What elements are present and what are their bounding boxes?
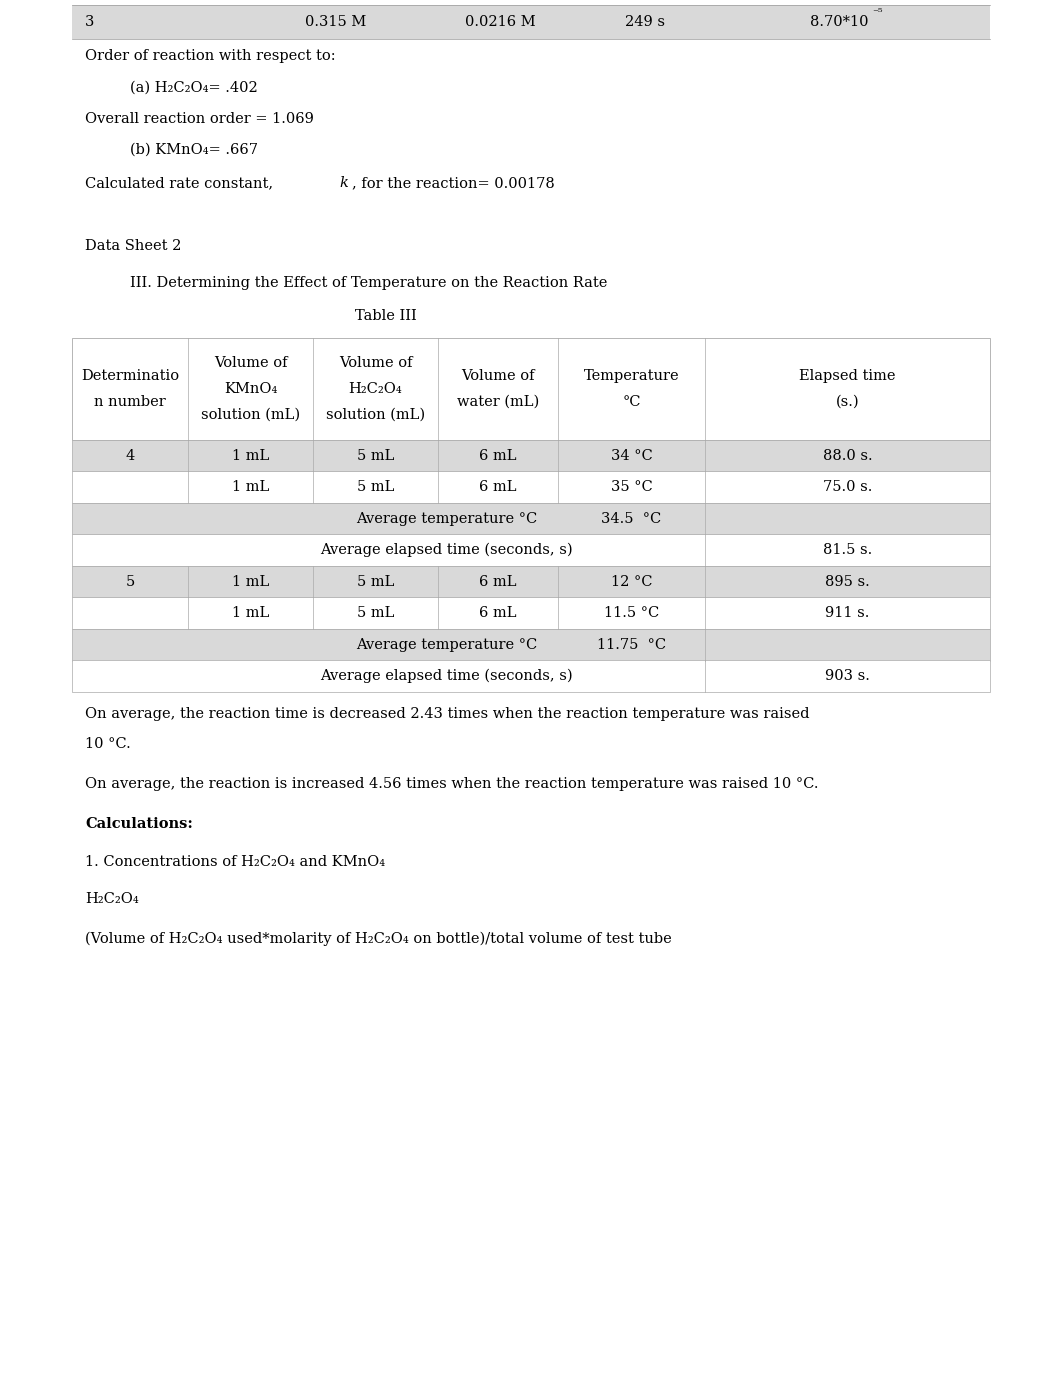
Text: 1 mL: 1 mL [232,480,269,494]
Text: 11.75  °C: 11.75 °C [597,637,666,652]
Text: 8.70*10: 8.70*10 [810,15,869,29]
Bar [72,629,990,660]
Text: Average temperature °C: Average temperature °C [356,512,537,526]
Text: H₂C₂O₄: H₂C₂O₄ [85,892,139,905]
Text: 5 mL: 5 mL [357,480,394,494]
Text: 3: 3 [85,15,95,29]
Text: Calculations:: Calculations: [85,817,193,831]
Text: Temperature: Temperature [584,369,680,383]
Text: 75.0 s.: 75.0 s. [823,480,872,494]
Text: 903 s.: 903 s. [825,669,870,684]
Text: n number: n number [95,395,166,409]
Text: (Volume of H₂C₂O₄ used*molarity of H₂C₂O₄ on bottle)/total volume of test tube: (Volume of H₂C₂O₄ used*molarity of H₂C₂O… [85,932,672,947]
Text: (b) KMnO₄= .667: (b) KMnO₄= .667 [130,143,258,157]
Bar [72,472,990,504]
Bar [72,504,990,534]
Text: On average, the reaction is increased 4.56 times when the reaction temperature w: On average, the reaction is increased 4.… [85,777,819,791]
Text: water (mL): water (mL) [457,395,539,409]
Text: 34.5  °C: 34.5 °C [601,512,662,526]
Text: H₂C₂O₄: H₂C₂O₄ [348,383,402,396]
Bar [72,566,990,597]
Bar [72,338,990,440]
Text: Order of reaction with respect to:: Order of reaction with respect to: [85,50,336,63]
Text: 1. Concentrations of H₂C₂O₄ and KMnO₄: 1. Concentrations of H₂C₂O₄ and KMnO₄ [85,854,386,870]
Text: 81.5 s.: 81.5 s. [823,544,872,557]
Text: 1 mL: 1 mL [232,449,269,462]
Text: k: k [340,176,348,190]
Text: 35 °C: 35 °C [611,480,652,494]
Text: KMnO₄: KMnO₄ [224,383,277,396]
Text: 6 mL: 6 mL [479,575,517,589]
Text: solution (mL): solution (mL) [201,409,301,422]
Text: 6 mL: 6 mL [479,449,517,462]
Text: 5 mL: 5 mL [357,607,394,621]
Text: 6 mL: 6 mL [479,607,517,621]
Text: 5 mL: 5 mL [357,575,394,589]
Text: (a) H₂C₂O₄= .402: (a) H₂C₂O₄= .402 [130,81,258,95]
Text: (s.): (s.) [836,395,859,409]
Text: 10 °C.: 10 °C. [85,738,131,751]
Text: Overall reaction order = 1.069: Overall reaction order = 1.069 [85,111,314,127]
Text: III. Determining the Effect of Temperature on the Reaction Rate: III. Determining the Effect of Temperatu… [130,277,607,290]
Text: 4: 4 [125,449,135,462]
Text: 5: 5 [125,575,135,589]
Text: 911 s.: 911 s. [825,607,870,621]
Text: 895 s.: 895 s. [825,575,870,589]
Text: 6 mL: 6 mL [479,480,517,494]
Text: Table III: Table III [355,310,416,323]
Text: 88.0 s.: 88.0 s. [823,449,872,462]
Text: 249 s: 249 s [626,15,665,29]
Text: Volume of: Volume of [461,369,535,383]
Text: 0.0216 M: 0.0216 M [465,15,535,29]
Text: Elapsed time: Elapsed time [800,369,895,383]
Text: Calculated rate constant,: Calculated rate constant, [85,176,278,190]
Text: °C: °C [622,395,640,409]
Bar [72,440,990,472]
Text: , for the reaction= 0.00178: , for the reaction= 0.00178 [352,176,554,190]
Text: Average elapsed time (seconds, s): Average elapsed time (seconds, s) [320,544,572,557]
Text: solution (mL): solution (mL) [326,409,425,422]
Text: ⁻⁵: ⁻⁵ [872,8,883,18]
Bar [72,597,990,629]
Text: Volume of: Volume of [339,356,412,370]
Text: Average temperature °C: Average temperature °C [356,637,537,652]
Text: 1 mL: 1 mL [232,575,269,589]
Text: Volume of: Volume of [213,356,287,370]
Bar [72,660,990,692]
Text: 11.5 °C: 11.5 °C [604,607,660,621]
Bar [72,534,990,566]
Text: Data Sheet 2: Data Sheet 2 [85,239,182,253]
Text: Determinatio: Determinatio [81,369,179,383]
Text: 0.315 M: 0.315 M [305,15,366,29]
Text: 1 mL: 1 mL [232,607,269,621]
Text: 34 °C: 34 °C [611,449,652,462]
Text: 5 mL: 5 mL [357,449,394,462]
Text: 12 °C: 12 °C [611,575,652,589]
Text: On average, the reaction time is decreased 2.43 times when the reaction temperat: On average, the reaction time is decreas… [85,707,809,721]
Bar [72,6,990,39]
Text: Average elapsed time (seconds, s): Average elapsed time (seconds, s) [320,669,572,684]
